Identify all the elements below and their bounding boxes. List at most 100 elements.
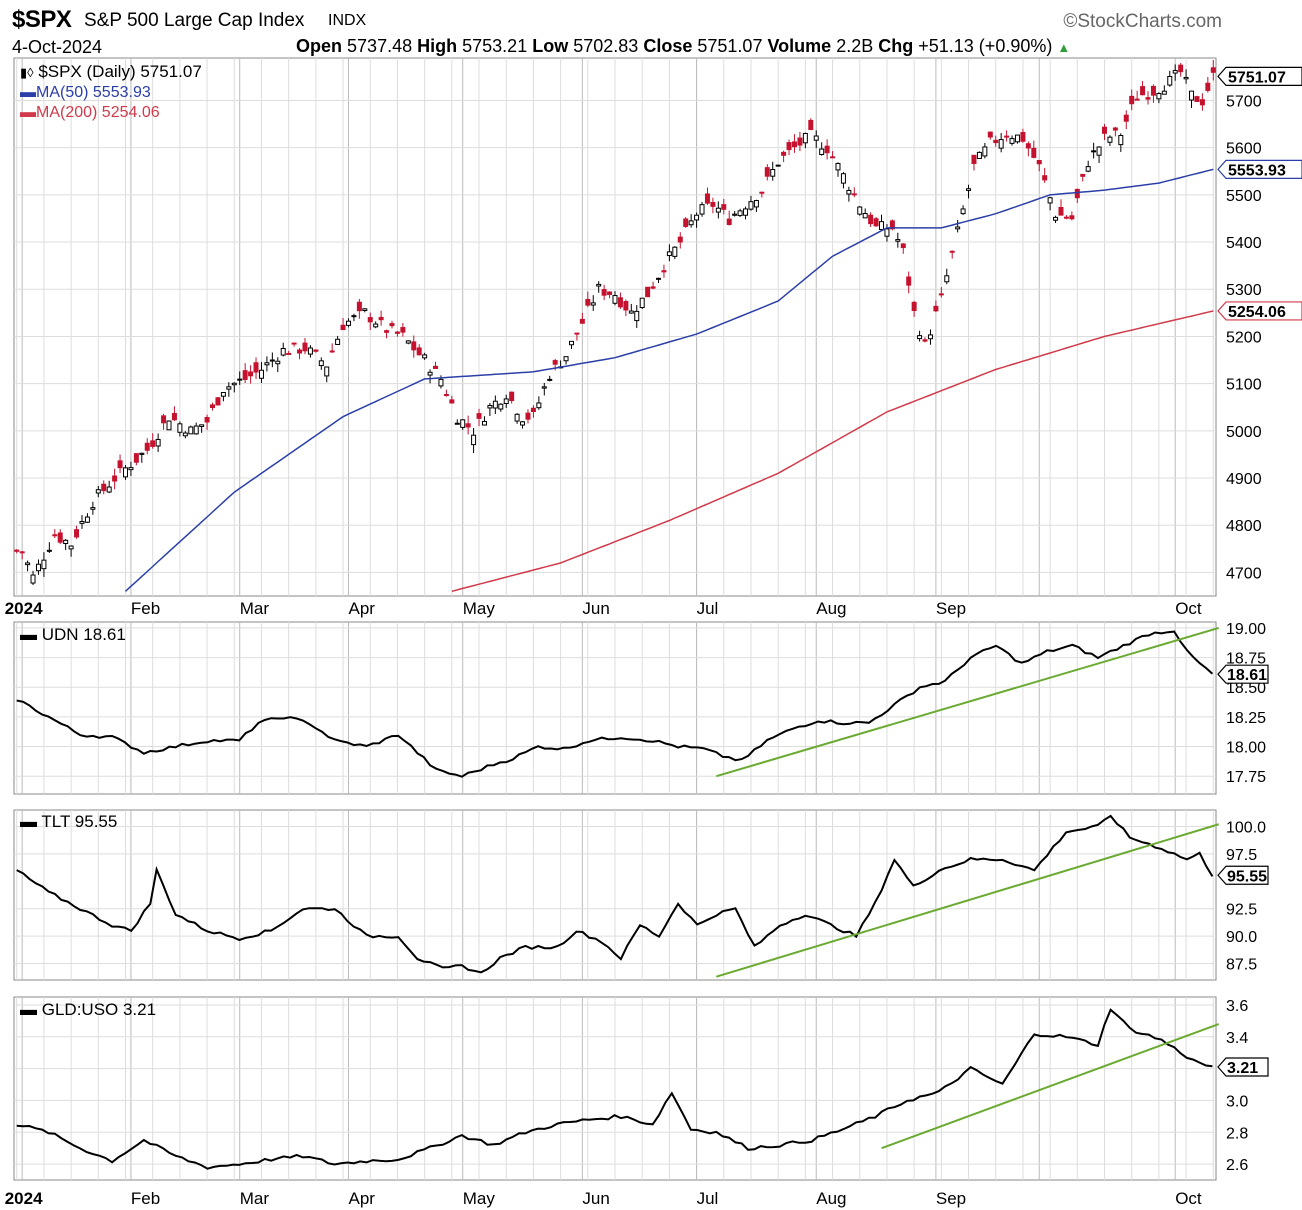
candle-body bbox=[808, 119, 814, 131]
candle-body bbox=[596, 283, 602, 287]
candle-body bbox=[889, 220, 895, 230]
candle-body bbox=[1102, 126, 1108, 134]
candle-body bbox=[128, 467, 134, 471]
candle-body bbox=[873, 218, 879, 227]
candle-body bbox=[1096, 146, 1102, 156]
candle-body bbox=[193, 425, 199, 435]
candle-body bbox=[938, 293, 944, 296]
x-axis-label: Sep bbox=[936, 599, 966, 618]
volume-label: Volume bbox=[767, 36, 832, 56]
candle-body bbox=[688, 220, 694, 226]
candle-body bbox=[171, 412, 177, 421]
candle-body bbox=[846, 189, 852, 195]
candle-body bbox=[819, 148, 825, 155]
candle-body bbox=[710, 201, 716, 207]
candle-body bbox=[590, 302, 596, 306]
legend-main: ▮◊ $SPX (Daily) 5751.07 bbox=[20, 62, 202, 82]
legend-ma50: ▬MA(50) 5553.93 bbox=[20, 84, 151, 101]
candle-body bbox=[1156, 93, 1162, 100]
candle-body bbox=[117, 460, 123, 469]
candle-body bbox=[297, 349, 303, 354]
candle-body bbox=[900, 243, 906, 249]
candle-body bbox=[1069, 215, 1075, 220]
y-tick-label: 4900 bbox=[1226, 471, 1262, 488]
candle-body bbox=[683, 218, 689, 227]
y-tick-label: 18.00 bbox=[1226, 740, 1266, 757]
candle-body bbox=[574, 332, 580, 335]
candle-body bbox=[476, 413, 482, 419]
y-tick-label: 3.0 bbox=[1226, 1093, 1248, 1110]
y-tick-label: 97.5 bbox=[1226, 847, 1257, 864]
candle-body bbox=[1189, 90, 1195, 101]
candle-body bbox=[258, 369, 264, 379]
last-price-tag: 5751.07 bbox=[1228, 69, 1286, 86]
ma50-tag-box bbox=[1217, 159, 1302, 180]
candle-body bbox=[726, 218, 732, 225]
candle-body bbox=[443, 393, 449, 396]
candle-body bbox=[74, 529, 80, 538]
price-line bbox=[16, 1008, 1213, 1170]
y-tick-label: 18.50 bbox=[1226, 680, 1266, 697]
candle-body bbox=[30, 574, 36, 584]
candle-body bbox=[422, 354, 428, 359]
y-tick-label: 5600 bbox=[1226, 141, 1262, 158]
chg-label: Chg bbox=[878, 36, 914, 56]
candle-body bbox=[498, 403, 504, 410]
candle-body bbox=[411, 341, 417, 351]
candle-body bbox=[509, 391, 515, 402]
candle-body bbox=[645, 286, 651, 298]
candle-body bbox=[1210, 67, 1216, 73]
candle-body bbox=[367, 317, 373, 323]
chg-value: +51.13 (+0.90%) bbox=[918, 36, 1053, 56]
candle-body bbox=[1080, 173, 1086, 177]
candle-body bbox=[1074, 188, 1080, 199]
candle-body bbox=[101, 483, 107, 492]
candle-body bbox=[639, 297, 645, 309]
candle-body bbox=[1205, 82, 1211, 91]
candle-body bbox=[753, 200, 759, 208]
candle-body bbox=[41, 559, 47, 570]
x-axis-label: 2024 bbox=[5, 599, 43, 618]
candle-body bbox=[313, 349, 319, 352]
candle-body bbox=[917, 335, 923, 340]
candle-body bbox=[373, 323, 379, 328]
candle-body bbox=[280, 347, 286, 356]
candle-body bbox=[536, 402, 542, 409]
candle-body bbox=[242, 370, 248, 380]
candle-body bbox=[52, 534, 58, 537]
legend-ma50-text: MA(50) 5553.93 bbox=[36, 84, 151, 101]
candle-body bbox=[612, 295, 618, 304]
candle-body bbox=[1129, 95, 1135, 105]
y-tick-label: 92.5 bbox=[1226, 902, 1257, 919]
candle-body bbox=[460, 419, 466, 428]
legend-ma200: ▬MA(200) 5254.06 bbox=[20, 104, 160, 121]
legend-gldratio-text: GLD:USO 3.21 bbox=[41, 1000, 157, 1019]
y-tick-label: 5200 bbox=[1226, 329, 1262, 346]
candle-body bbox=[1042, 175, 1048, 181]
x-axis-label: Mar bbox=[240, 599, 270, 618]
candle-body bbox=[177, 423, 183, 433]
x-axis-label: Aug bbox=[816, 599, 846, 618]
candle-body bbox=[732, 213, 738, 216]
candle-body bbox=[394, 331, 400, 334]
x-axis-label: Mar bbox=[240, 1189, 270, 1208]
candle-body bbox=[857, 206, 863, 215]
x-axis-label: Oct bbox=[1175, 599, 1202, 618]
candle-body bbox=[944, 275, 950, 283]
candle-body bbox=[911, 301, 917, 312]
candle-body bbox=[427, 371, 433, 376]
y-tick-label: 18.75 bbox=[1226, 651, 1266, 668]
candle-body bbox=[781, 151, 787, 156]
candle-body bbox=[786, 142, 792, 151]
candle-body bbox=[84, 516, 90, 523]
candle-body bbox=[1112, 127, 1118, 131]
y-tick-label: 3.4 bbox=[1226, 1030, 1248, 1047]
candle-body bbox=[895, 239, 901, 242]
candle-body bbox=[384, 330, 390, 333]
x-axis-label: May bbox=[463, 599, 496, 618]
y-tick-label: 90.0 bbox=[1226, 929, 1257, 946]
candle-body bbox=[976, 151, 982, 159]
candle-body bbox=[1118, 135, 1124, 146]
low-value: 5702.83 bbox=[573, 36, 639, 56]
candle-body bbox=[139, 452, 145, 455]
